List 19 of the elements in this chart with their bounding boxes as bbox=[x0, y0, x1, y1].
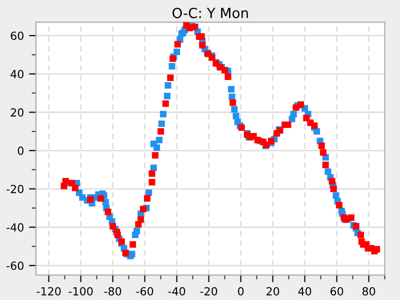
x-tick-label: -60 bbox=[136, 287, 154, 296]
y-tick-label: 40 bbox=[10, 70, 24, 78]
x-tick-label: 80 bbox=[362, 287, 376, 296]
x-tick-label: 40 bbox=[298, 287, 312, 296]
y-tick-label: 0 bbox=[18, 146, 24, 155]
y-tick-label: -40 bbox=[6, 223, 24, 232]
chart-title: O-C: Y Mon bbox=[172, 8, 248, 18]
x-tick-label: -120 bbox=[36, 287, 61, 296]
y-tick-label: -60 bbox=[6, 261, 24, 270]
x-tick-label: -80 bbox=[104, 287, 122, 296]
x-tick-label: -20 bbox=[200, 287, 218, 296]
x-tick-label: -40 bbox=[168, 287, 186, 296]
x-tick-label: -100 bbox=[68, 287, 93, 296]
x-tick-label: 0 bbox=[238, 287, 244, 296]
y-tick-label: -20 bbox=[6, 184, 24, 194]
x-tick-label: 20 bbox=[266, 287, 280, 296]
y-tick-label: 60 bbox=[10, 32, 24, 40]
x-tick-label: 60 bbox=[330, 287, 344, 296]
y-tick-label: 20 bbox=[10, 108, 24, 117]
